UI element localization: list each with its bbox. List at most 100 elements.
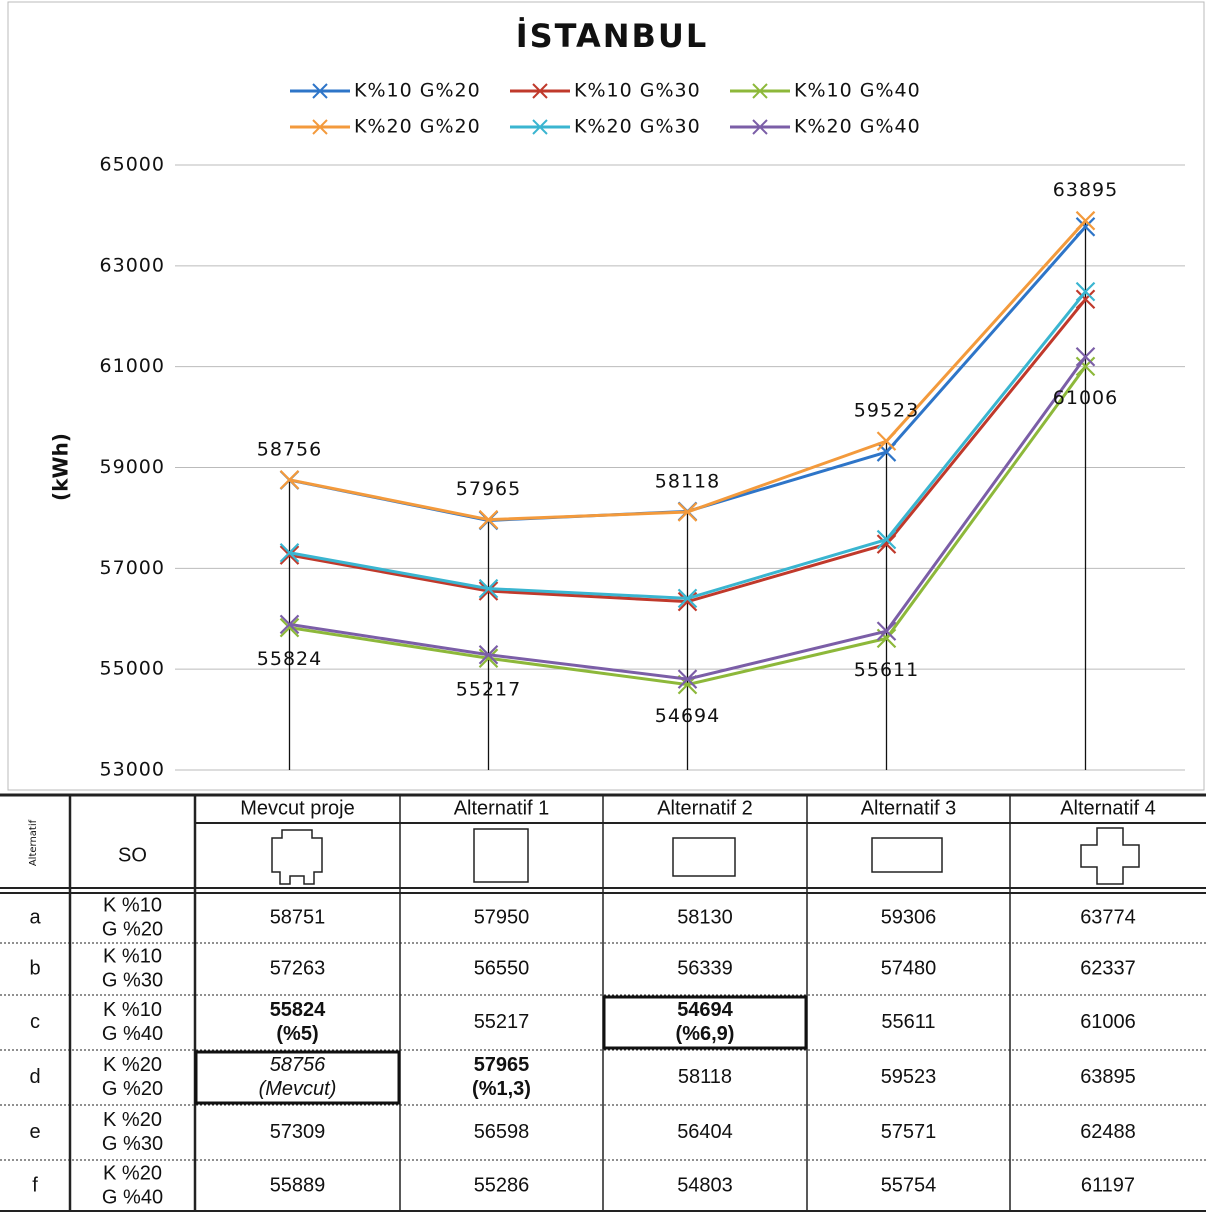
row-so: K %10 [103, 945, 162, 967]
row-so: K %10 [103, 894, 162, 916]
point-marker [1075, 289, 1096, 310]
point-marker [677, 669, 698, 689]
header-cell: Alternatif 2 [657, 797, 753, 819]
cell-value: 55824 [270, 999, 326, 1021]
cell-value: 58130 [677, 906, 733, 928]
legend-marker [752, 83, 768, 99]
icon-mevcut [271, 829, 323, 885]
point-marker [478, 644, 499, 665]
plot: 53000 55000 57000 59000 61000 63000 65000 K%10 … [100, 80, 1185, 781]
legend-marker [312, 119, 328, 135]
header-cell: Mevcut proje [240, 797, 355, 819]
point-marker [876, 621, 897, 641]
data-label: 55824 [257, 648, 322, 670]
point-marker [677, 588, 698, 609]
cell-value: 57571 [881, 1121, 937, 1143]
cell-box [194, 1050, 401, 1105]
legend-label: K%10 G%40 [794, 80, 921, 102]
point-marker [478, 581, 499, 601]
legend-label: K%10 G%20 [354, 80, 481, 102]
point-marker [279, 470, 300, 490]
data-label: 63895 [1053, 179, 1118, 201]
cell-value: 59523 [881, 1066, 937, 1088]
cell-value: 62488 [1080, 1121, 1136, 1143]
point-marker [279, 617, 300, 638]
cell-value: 58756 [270, 1054, 326, 1076]
legend-label: K%20 G%30 [574, 116, 701, 138]
cell-value: 56598 [474, 1121, 530, 1143]
cell-value: (%6,9) [676, 1023, 735, 1045]
cell-value: 55611 [881, 1011, 935, 1033]
point-marker [1075, 217, 1096, 237]
row-id: b [29, 957, 40, 979]
y-axis-label: (kWh) [49, 433, 73, 501]
y-tick-label: 55000 [100, 658, 165, 680]
point-marker [876, 534, 897, 554]
cell-value: 58118 [678, 1066, 732, 1088]
data-label: 55217 [456, 679, 521, 701]
point-marker [1075, 210, 1096, 231]
cell-value: (Mevcut) [259, 1078, 337, 1100]
cell-value: 55889 [270, 1174, 326, 1196]
point-marker [478, 648, 499, 669]
point-marker [876, 529, 897, 550]
data-label: 58756 [257, 438, 322, 460]
table: Alternatif SO Mevcut proje Alternatif 1 Alte… [0, 793, 1206, 1212]
cell-value: 58751 [270, 906, 326, 928]
legend-label: K%20 G%20 [354, 116, 481, 138]
cell-value: 61006 [1080, 1011, 1136, 1033]
icons [271, 827, 1140, 885]
point-marker [279, 542, 300, 563]
point-marker [677, 502, 698, 522]
row-so: G %30 [102, 1133, 163, 1155]
cell-value: 61197 [1081, 1174, 1135, 1196]
header-cell: Alternatif 3 [861, 797, 957, 819]
icon-alt1 [473, 828, 529, 883]
data-label: 59523 [854, 400, 919, 422]
row-id: d [29, 1066, 40, 1088]
legend-marker [752, 119, 768, 135]
data-label: 57965 [456, 478, 521, 500]
point-marker [1075, 281, 1096, 302]
row-id: a [29, 906, 41, 928]
point-marker [478, 509, 499, 530]
cell-value: 54694 [677, 999, 733, 1021]
cell-value: 63774 [1080, 906, 1136, 928]
y-tick-label: 57000 [100, 557, 165, 579]
header-cell: SO [118, 844, 147, 866]
data-label: 54694 [655, 705, 720, 727]
cell-value: 57950 [474, 906, 530, 928]
data-label: 55611 [854, 659, 919, 681]
cell-value: 56550 [474, 957, 530, 979]
cell-value: 62337 [1080, 957, 1136, 979]
cell-value: 57263 [270, 957, 326, 979]
point-marker [1075, 356, 1096, 377]
row-so: G %40 [102, 1023, 163, 1045]
row-so: G %20 [102, 1078, 163, 1100]
point-marker [279, 545, 300, 565]
row-so: K %20 [103, 1109, 162, 1131]
cell-value: 55217 [474, 1011, 530, 1033]
cell-value: 55754 [881, 1174, 937, 1196]
data-label: 61006 [1053, 387, 1118, 409]
header-cell: Alternatif [28, 819, 39, 866]
header-cell: Alternatif 4 [1060, 797, 1156, 819]
point-marker [279, 614, 300, 635]
cell-value: 57309 [270, 1121, 326, 1143]
cell-value: (%1,3) [472, 1078, 531, 1100]
row-so: K %20 [103, 1054, 162, 1076]
legend-label: K%20 G%40 [794, 116, 921, 138]
y-tick-label: 61000 [100, 355, 165, 377]
chart-title: İSTANBUL [516, 17, 709, 55]
legend-marker [532, 83, 548, 99]
point-marker [1075, 346, 1096, 367]
legend-label: K%10 G%30 [574, 80, 701, 102]
data-label: 58118 [655, 470, 720, 492]
row-so: K %10 [103, 999, 162, 1021]
y-tick-label: 65000 [100, 154, 165, 176]
legend-marker [532, 119, 548, 135]
icon-alt2 [672, 837, 736, 877]
cell-value: 55286 [474, 1174, 530, 1196]
cell-value: 54803 [677, 1174, 733, 1196]
